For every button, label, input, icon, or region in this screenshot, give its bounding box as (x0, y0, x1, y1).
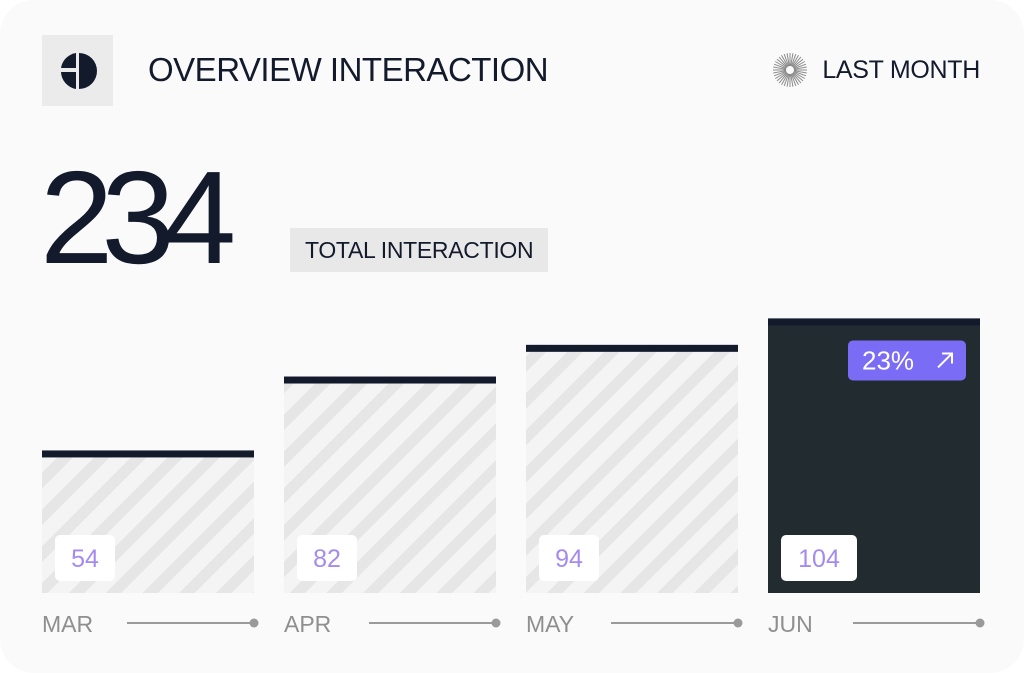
axis-connector-dot (249, 618, 259, 628)
card-title: OVERVIEW INTERACTION (148, 51, 549, 88)
axis-connector-dot (491, 618, 501, 628)
bar-top-line (284, 376, 496, 384)
value-label-box (55, 535, 115, 581)
axis-connector-dot (975, 618, 985, 628)
value-label-box (297, 535, 357, 581)
change-badge (848, 340, 966, 381)
half-circle-logo-icon (60, 52, 97, 89)
value-label: 104 (798, 545, 840, 573)
tick-label-jun: JUN (768, 611, 813, 637)
total-label-badge: TOTAL INTERACTION (290, 228, 549, 272)
bar-top-line (42, 450, 254, 458)
bar-top-line (768, 318, 980, 326)
value-label: 54 (71, 545, 99, 573)
sunburst-icon (773, 53, 808, 87)
total-value: 234 (40, 144, 236, 291)
axis-connector-dot (733, 618, 743, 628)
tick-label-mar: MAR (42, 611, 93, 637)
period-selector[interactable]: LAST MONTH (772, 52, 980, 88)
tick-label-apr: APR (284, 611, 331, 637)
value-label: 94 (555, 545, 583, 573)
logo (42, 35, 113, 106)
period-label: LAST MONTH (822, 56, 980, 84)
value-label-box (781, 535, 857, 581)
bar-top-line (526, 344, 738, 352)
change-badge-text: 23% (862, 345, 914, 375)
value-label: 82 (313, 545, 341, 573)
value-label-box (539, 535, 599, 581)
tick-label-may: MAY (526, 611, 574, 637)
arrow-up-right-icon (937, 352, 953, 369)
